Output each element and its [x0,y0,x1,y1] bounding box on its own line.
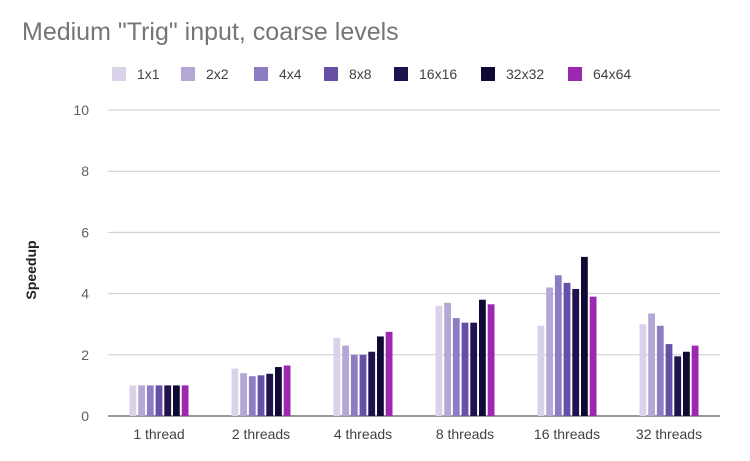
bar [683,351,690,416]
bar [359,354,367,416]
bar [589,296,597,416]
grid [108,109,720,417]
legend-swatch [254,67,268,81]
bar [266,373,274,416]
bar [546,287,553,416]
bar [138,385,145,416]
bar [155,385,163,416]
bar [581,256,588,416]
bar [537,325,545,416]
bar [231,368,239,416]
legend-swatch [112,67,126,81]
bar [283,365,291,416]
x-categories: 1 thread 2 threads 4 threads 8 threads 16 th… [133,426,702,442]
legend-label: 2x2 [206,66,229,82]
y-tick-label: 8 [81,163,89,179]
x-category-label: 16 threads [534,426,600,442]
bar [275,367,282,416]
bar [461,322,469,416]
bar [248,376,256,416]
bar [333,337,341,416]
legend-swatch [394,67,408,81]
bar [181,385,189,416]
x-category-label: 1 thread [133,426,184,442]
bar [368,351,376,416]
bar [377,336,384,416]
y-tick-label: 0 [81,408,89,424]
legend-label: 1x1 [137,66,160,82]
bar [648,313,655,416]
bar [639,324,647,416]
bar [444,302,451,416]
bar [656,325,664,416]
legend-label: 64x64 [593,66,631,82]
bar [470,322,478,416]
bar [129,385,137,416]
bar [674,356,682,416]
bar [385,331,393,416]
y-ticks: 0 2 4 6 8 10 [73,102,89,424]
x-category-label: 2 threads [232,426,290,442]
y-tick-label: 6 [81,224,89,240]
bar [479,299,486,416]
bar [146,385,154,416]
bars [129,256,699,416]
bar [173,385,180,416]
legend-swatch [568,67,582,81]
legend-label: 32x32 [506,66,544,82]
legend-label: 4x4 [279,66,302,82]
bar [691,345,699,416]
legend-swatch [181,67,195,81]
y-tick-label: 2 [81,347,89,363]
legend-swatch [324,67,338,81]
bar [342,345,349,416]
x-category-label: 4 threads [334,426,392,442]
bar [350,354,358,416]
y-axis-title: Speedup [23,240,39,299]
bar [665,344,673,416]
x-category-label: 32 threads [636,426,702,442]
y-tick-label: 4 [81,286,89,302]
bar [452,318,460,416]
y-tick-label: 10 [73,102,89,118]
bar [554,275,562,416]
legend-label: 16x16 [419,66,457,82]
bar [164,385,172,416]
x-category-label: 8 threads [436,426,494,442]
bar [240,373,247,416]
bar [435,305,443,416]
legend-swatch [481,67,495,81]
bar [563,282,571,416]
bar [257,375,265,416]
legend: 1x1 2x2 4x4 8x8 16x16 32x32 64x64 [112,66,631,82]
bar [487,304,495,416]
chart-title: Medium "Trig" input, coarse levels [22,18,399,46]
bar [572,289,580,416]
legend-label: 8x8 [349,66,372,82]
